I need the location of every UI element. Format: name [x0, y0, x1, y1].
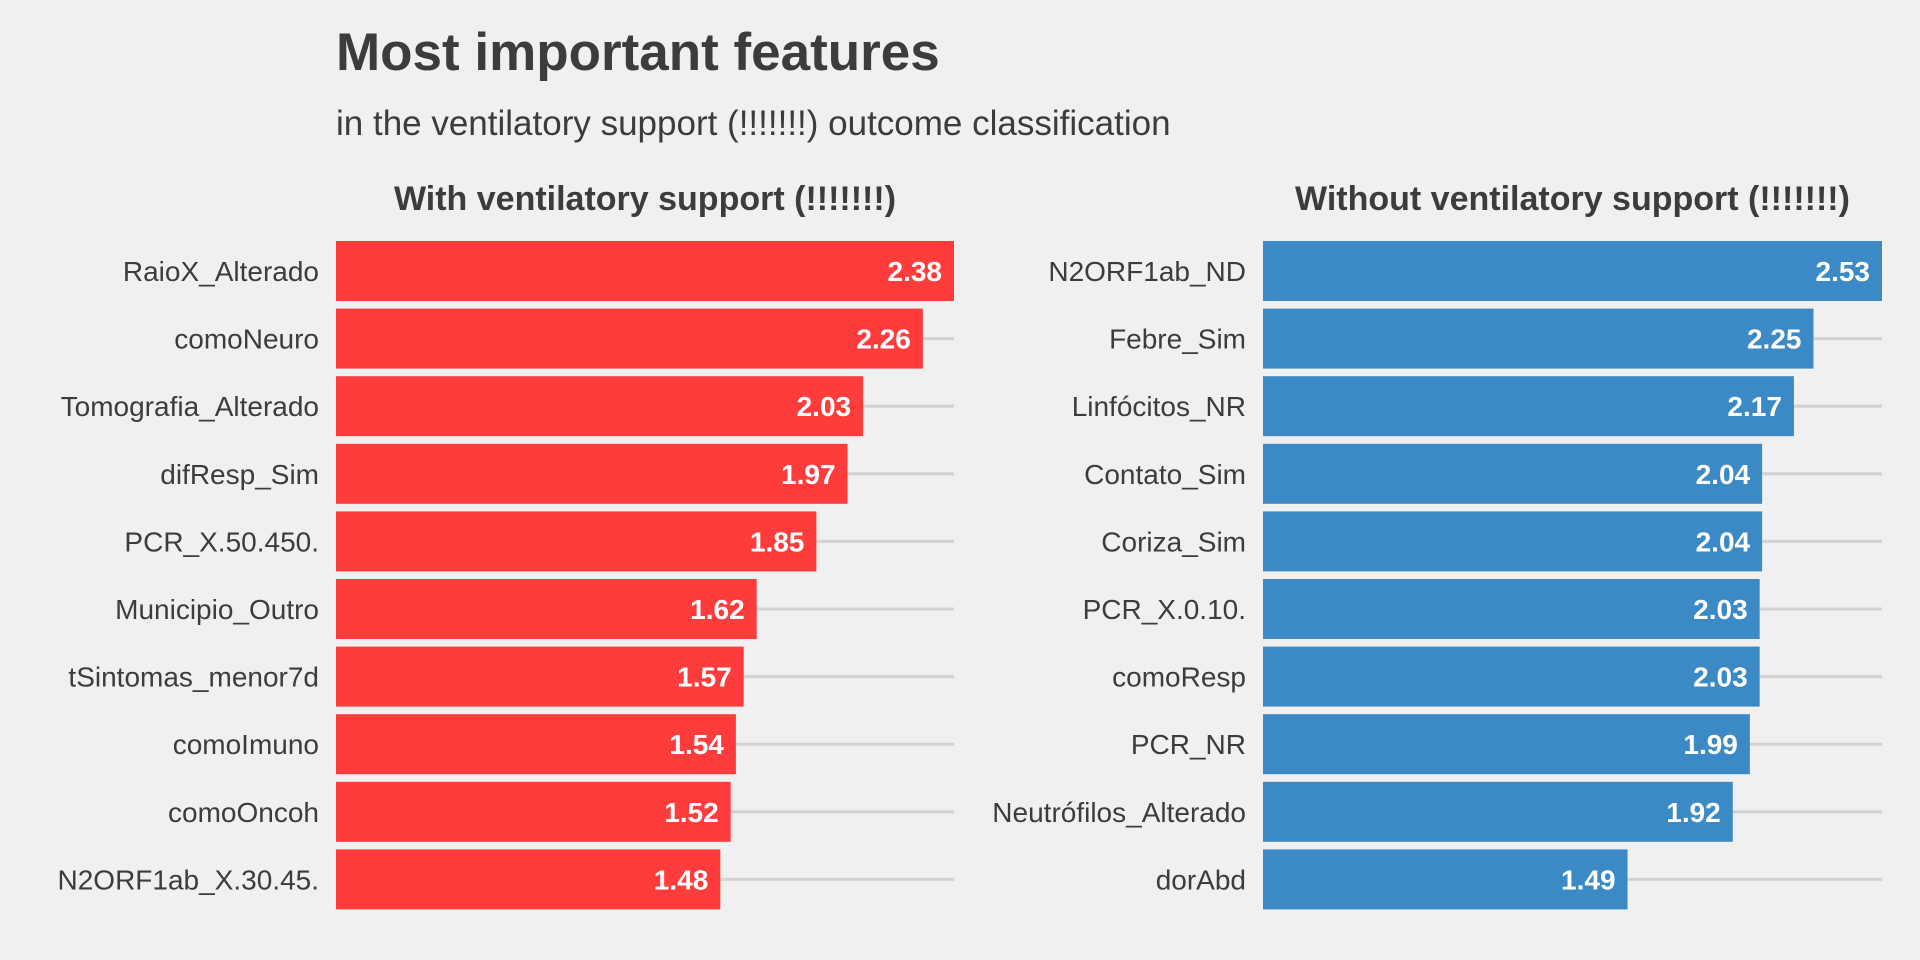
bar: [1263, 781, 1733, 842]
value-label: 1.48: [654, 864, 709, 895]
category-label: PCR_X.0.10.: [1083, 594, 1246, 625]
category-label: Neutrófilos_Alterado: [992, 797, 1246, 828]
bar: [1263, 646, 1760, 707]
bar: [336, 443, 848, 504]
chart-subtitle: in the ventilatory support (!!!!!!!) out…: [336, 104, 1171, 143]
category-label: difResp_Sim: [160, 459, 319, 490]
category-label: Municipio_Outro: [115, 594, 319, 625]
bar: [336, 308, 923, 369]
bar: [1263, 308, 1814, 369]
panel-title: Without ventilatory support (!!!!!!!): [1295, 180, 1850, 218]
value-label: 2.38: [888, 256, 943, 287]
category-label: RaioX_Alterado: [123, 256, 319, 287]
bar: [336, 781, 731, 842]
bar: [336, 241, 954, 301]
category-label: dorAbd: [1156, 864, 1246, 895]
value-label: 1.49: [1561, 864, 1616, 895]
category-label: N2ORF1ab_ND: [1048, 256, 1246, 287]
value-label: 2.03: [1693, 662, 1748, 693]
chart-title: Most important features: [336, 23, 940, 82]
category-label: Contato_Sim: [1084, 459, 1246, 490]
category-label: tSintomas_menor7d: [68, 662, 319, 693]
bar: [336, 376, 864, 437]
bar: [336, 849, 721, 910]
value-label: 2.03: [797, 391, 852, 422]
value-label: 1.92: [1666, 797, 1721, 828]
category-label: comoOncoh: [168, 797, 319, 828]
bar: [1263, 443, 1763, 504]
bar: [336, 511, 817, 572]
category-label: Linfócitos_NR: [1072, 391, 1246, 422]
value-label: 2.25: [1747, 324, 1802, 355]
value-label: 1.62: [690, 594, 745, 625]
bar: [336, 579, 757, 639]
bar: [1263, 579, 1760, 639]
category-label: comoImuno: [173, 729, 319, 760]
category-label: comoNeuro: [174, 324, 319, 355]
category-label: PCR_NR: [1131, 729, 1246, 760]
value-label: 1.85: [750, 526, 805, 557]
value-label: 2.53: [1816, 256, 1871, 287]
panel-title: With ventilatory support (!!!!!!!): [394, 180, 896, 218]
value-label: 1.97: [781, 459, 836, 490]
value-label: 1.57: [677, 662, 732, 693]
panel-without-support: Without ventilatory support (!!!!!!!) N2O…: [992, 180, 1882, 910]
value-label: 1.54: [669, 729, 724, 760]
value-label: 2.03: [1693, 594, 1748, 625]
bar: [336, 646, 744, 707]
category-label: Tomografia_Alterado: [61, 391, 319, 422]
value-label: 2.17: [1727, 391, 1782, 422]
value-label: 2.04: [1696, 459, 1751, 490]
category-label: PCR_X.50.450.: [124, 526, 319, 557]
category-label: Coriza_Sim: [1101, 526, 1246, 557]
bar: [1263, 241, 1882, 301]
value-label: 1.99: [1683, 729, 1738, 760]
bar: [1263, 714, 1750, 775]
value-label: 2.04: [1696, 526, 1751, 557]
bar: [336, 714, 736, 775]
category-label: comoResp: [1112, 662, 1246, 693]
value-label: 2.26: [856, 324, 911, 355]
category-label: Febre_Sim: [1109, 324, 1246, 355]
bar: [1263, 376, 1794, 437]
value-label: 1.52: [664, 797, 719, 828]
bar: [1263, 511, 1763, 572]
bar: [1263, 849, 1628, 910]
panel-with-support: With ventilatory support (!!!!!!!) RaioX_…: [58, 180, 954, 910]
category-label: N2ORF1ab_X.30.45.: [58, 864, 320, 895]
